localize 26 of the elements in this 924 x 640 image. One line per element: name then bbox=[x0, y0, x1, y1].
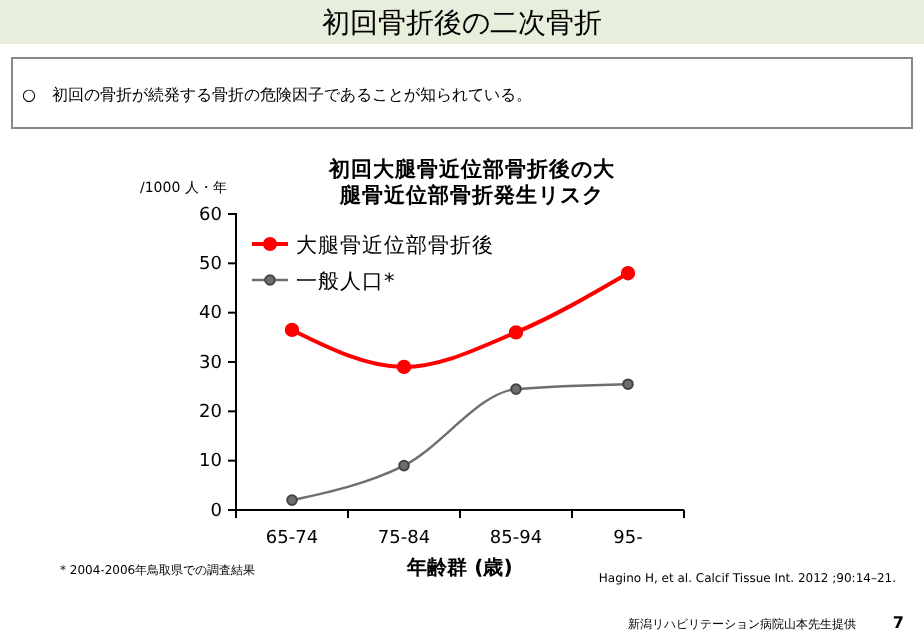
text: ○ 初回の骨折が続発する骨折の危険因子であることが知られている。 bbox=[22, 86, 532, 104]
point bbox=[622, 378, 634, 390]
chart-subtitle: 初回骨折後の二次骨折 bbox=[322, 8, 602, 40]
chart-title: 初回大腿骨近位部骨折後の大腿骨近位部骨折発生リスク bbox=[327, 156, 617, 208]
legend-label: 一般人口* bbox=[296, 270, 395, 294]
point bbox=[510, 383, 522, 395]
x-axis-title: 年齢群 (歳) bbox=[405, 556, 513, 580]
y-tick-label: 60 bbox=[199, 205, 223, 226]
x-tick-label: 65-74 bbox=[265, 528, 319, 549]
point bbox=[620, 266, 636, 281]
x-tick-label: 85-94 bbox=[489, 528, 543, 549]
legend-label: 大腿骨近位部骨折後 bbox=[296, 232, 494, 258]
x-tick-label: 95- bbox=[613, 528, 643, 549]
y-tick-label: 40 bbox=[199, 304, 223, 325]
y-tick-label: 30 bbox=[199, 353, 223, 374]
y-tick-label: 0 bbox=[210, 501, 223, 522]
point bbox=[398, 459, 410, 472]
point bbox=[396, 359, 412, 375]
point bbox=[284, 322, 300, 338]
x-tick-label: 75-84 bbox=[377, 528, 431, 549]
y-tick-label: 20 bbox=[199, 403, 223, 424]
y-tick-label: 50 bbox=[199, 255, 223, 276]
text: 7 bbox=[892, 614, 904, 632]
point bbox=[508, 325, 524, 340]
y-tick-label: 10 bbox=[199, 452, 223, 473]
point bbox=[286, 494, 298, 506]
